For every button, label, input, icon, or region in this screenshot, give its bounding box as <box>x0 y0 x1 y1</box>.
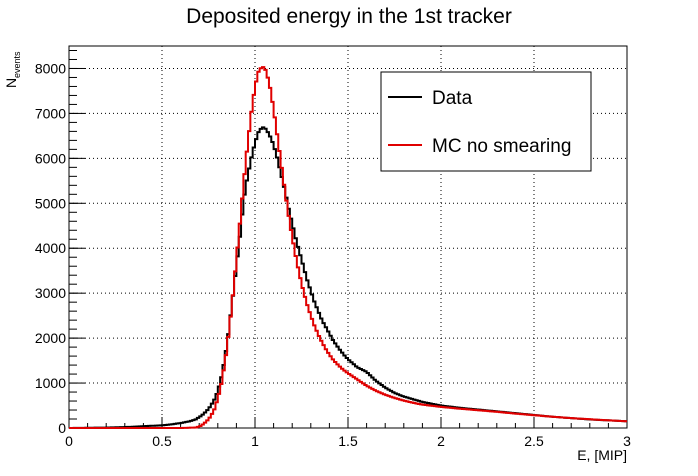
legend-label-mc: MC no smearing <box>432 136 571 157</box>
y-tick-label: 4000 <box>35 240 66 256</box>
y-tick-label: 7000 <box>35 105 66 121</box>
legend-box <box>380 71 592 172</box>
legend-label-data: Data <box>432 88 473 109</box>
x-tick-label: 3 <box>623 433 631 449</box>
chart-title: Deposited energy in the 1st tracker <box>186 5 512 28</box>
x-tick-label: 0.5 <box>152 433 172 449</box>
y-tick-label: 1000 <box>35 375 66 391</box>
legend: Data MC no smearing <box>380 71 592 172</box>
x-tick-label: 2.5 <box>524 433 544 449</box>
x-tick-label: 1 <box>251 433 259 449</box>
y-tick-label: 3000 <box>35 285 66 301</box>
y-axis-label-main: N <box>3 78 19 88</box>
series-layer <box>69 66 627 429</box>
y-axis: 0 1000 2000 3000 4000 5000 6000 7000 8000 <box>35 49 85 436</box>
series-mc-line <box>69 66 627 429</box>
y-tick-label: 2000 <box>35 330 66 346</box>
x-axis: 0 0.5 1 1.5 2 2.5 3 <box>65 417 631 449</box>
x-tick-label: 2 <box>437 433 445 449</box>
y-tick-label: 6000 <box>35 150 66 166</box>
x-axis-label: E, [MIP] <box>577 447 627 463</box>
y-axis-label: N events <box>3 51 22 88</box>
y-tick-label: 8000 <box>35 60 66 76</box>
x-tick-label: 0 <box>65 433 73 449</box>
x-tick-label: 1.5 <box>338 433 358 449</box>
y-axis-label-sub: events <box>12 51 22 78</box>
y-tick-label: 0 <box>58 420 66 436</box>
y-tick-label: 5000 <box>35 195 66 211</box>
